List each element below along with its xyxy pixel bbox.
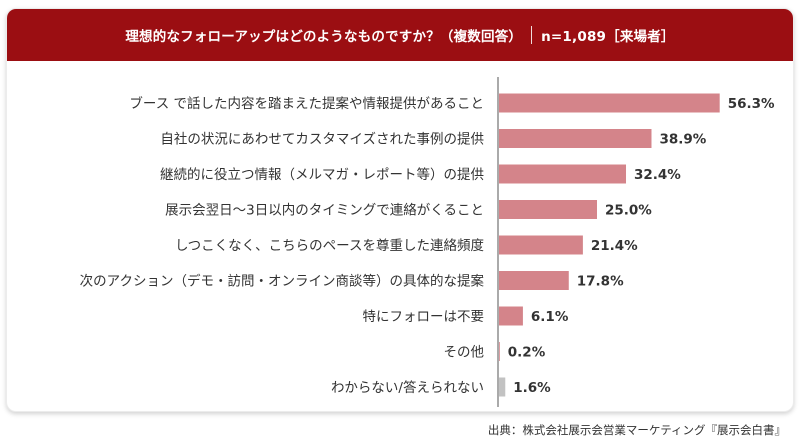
chart-title: 理想的なフォローアップはどのようなものですか？（複数回答） — [125, 29, 523, 45]
category-label: その他 — [444, 345, 485, 361]
category-label: 継続的に役立つ情報（メルマガ・レポート等）の提供 — [160, 166, 484, 183]
value-label: 6.1% — [531, 309, 569, 325]
value-label: 38.9% — [659, 132, 706, 148]
header-divider — [531, 26, 533, 44]
bar — [499, 342, 500, 361]
value-label: 32.4% — [634, 167, 681, 183]
value-label: 17.8% — [577, 274, 624, 290]
category-label: 特にフォローは不要 — [363, 309, 485, 325]
bar — [499, 164, 627, 184]
bar — [499, 235, 583, 255]
chart-card: 理想的なフォローアップはどのようなものですか？（複数回答） n=1,089［来場… — [6, 8, 794, 412]
category-label: わからない/答えられない — [331, 379, 484, 396]
category-label: 展示会翌日〜3日以内のタイミングで連絡がくること — [165, 203, 484, 219]
bar — [499, 129, 652, 148]
category-label: しつこくなく、こちらのペースを尊重した連絡頻度 — [175, 238, 484, 254]
category-label: 次のアクション（デモ・訪問・オンライン商談等）の具体的な提案 — [80, 273, 485, 290]
value-label: 21.4% — [591, 238, 638, 254]
bar — [499, 377, 506, 397]
sample-size: n=1,089［来場者］ — [541, 29, 675, 45]
value-label: 25.0% — [605, 203, 652, 219]
bar — [499, 271, 569, 290]
category-label: ブース で話した内容を踏まえた提案や情報提供があること — [129, 95, 484, 112]
bar — [499, 200, 597, 219]
bar — [499, 93, 720, 113]
chart-header: 理想的なフォローアップはどのようなものですか？（複数回答） n=1,089［来場… — [7, 9, 793, 61]
bar-chart: ブース で話した内容を踏まえた提案や情報提供があること 56.3% 自社の状況にあわ… — [80, 77, 775, 407]
bar — [499, 306, 523, 326]
value-label: 56.3% — [728, 96, 775, 112]
source-note: 出典：株式会社展示会営業マーケティング『展示会白書』 — [487, 423, 786, 437]
category-label: 自社の状況にあわせてカスタマイズされた事例の提供 — [160, 132, 484, 148]
value-label: 1.6% — [513, 380, 551, 396]
value-label: 0.2% — [508, 345, 546, 361]
